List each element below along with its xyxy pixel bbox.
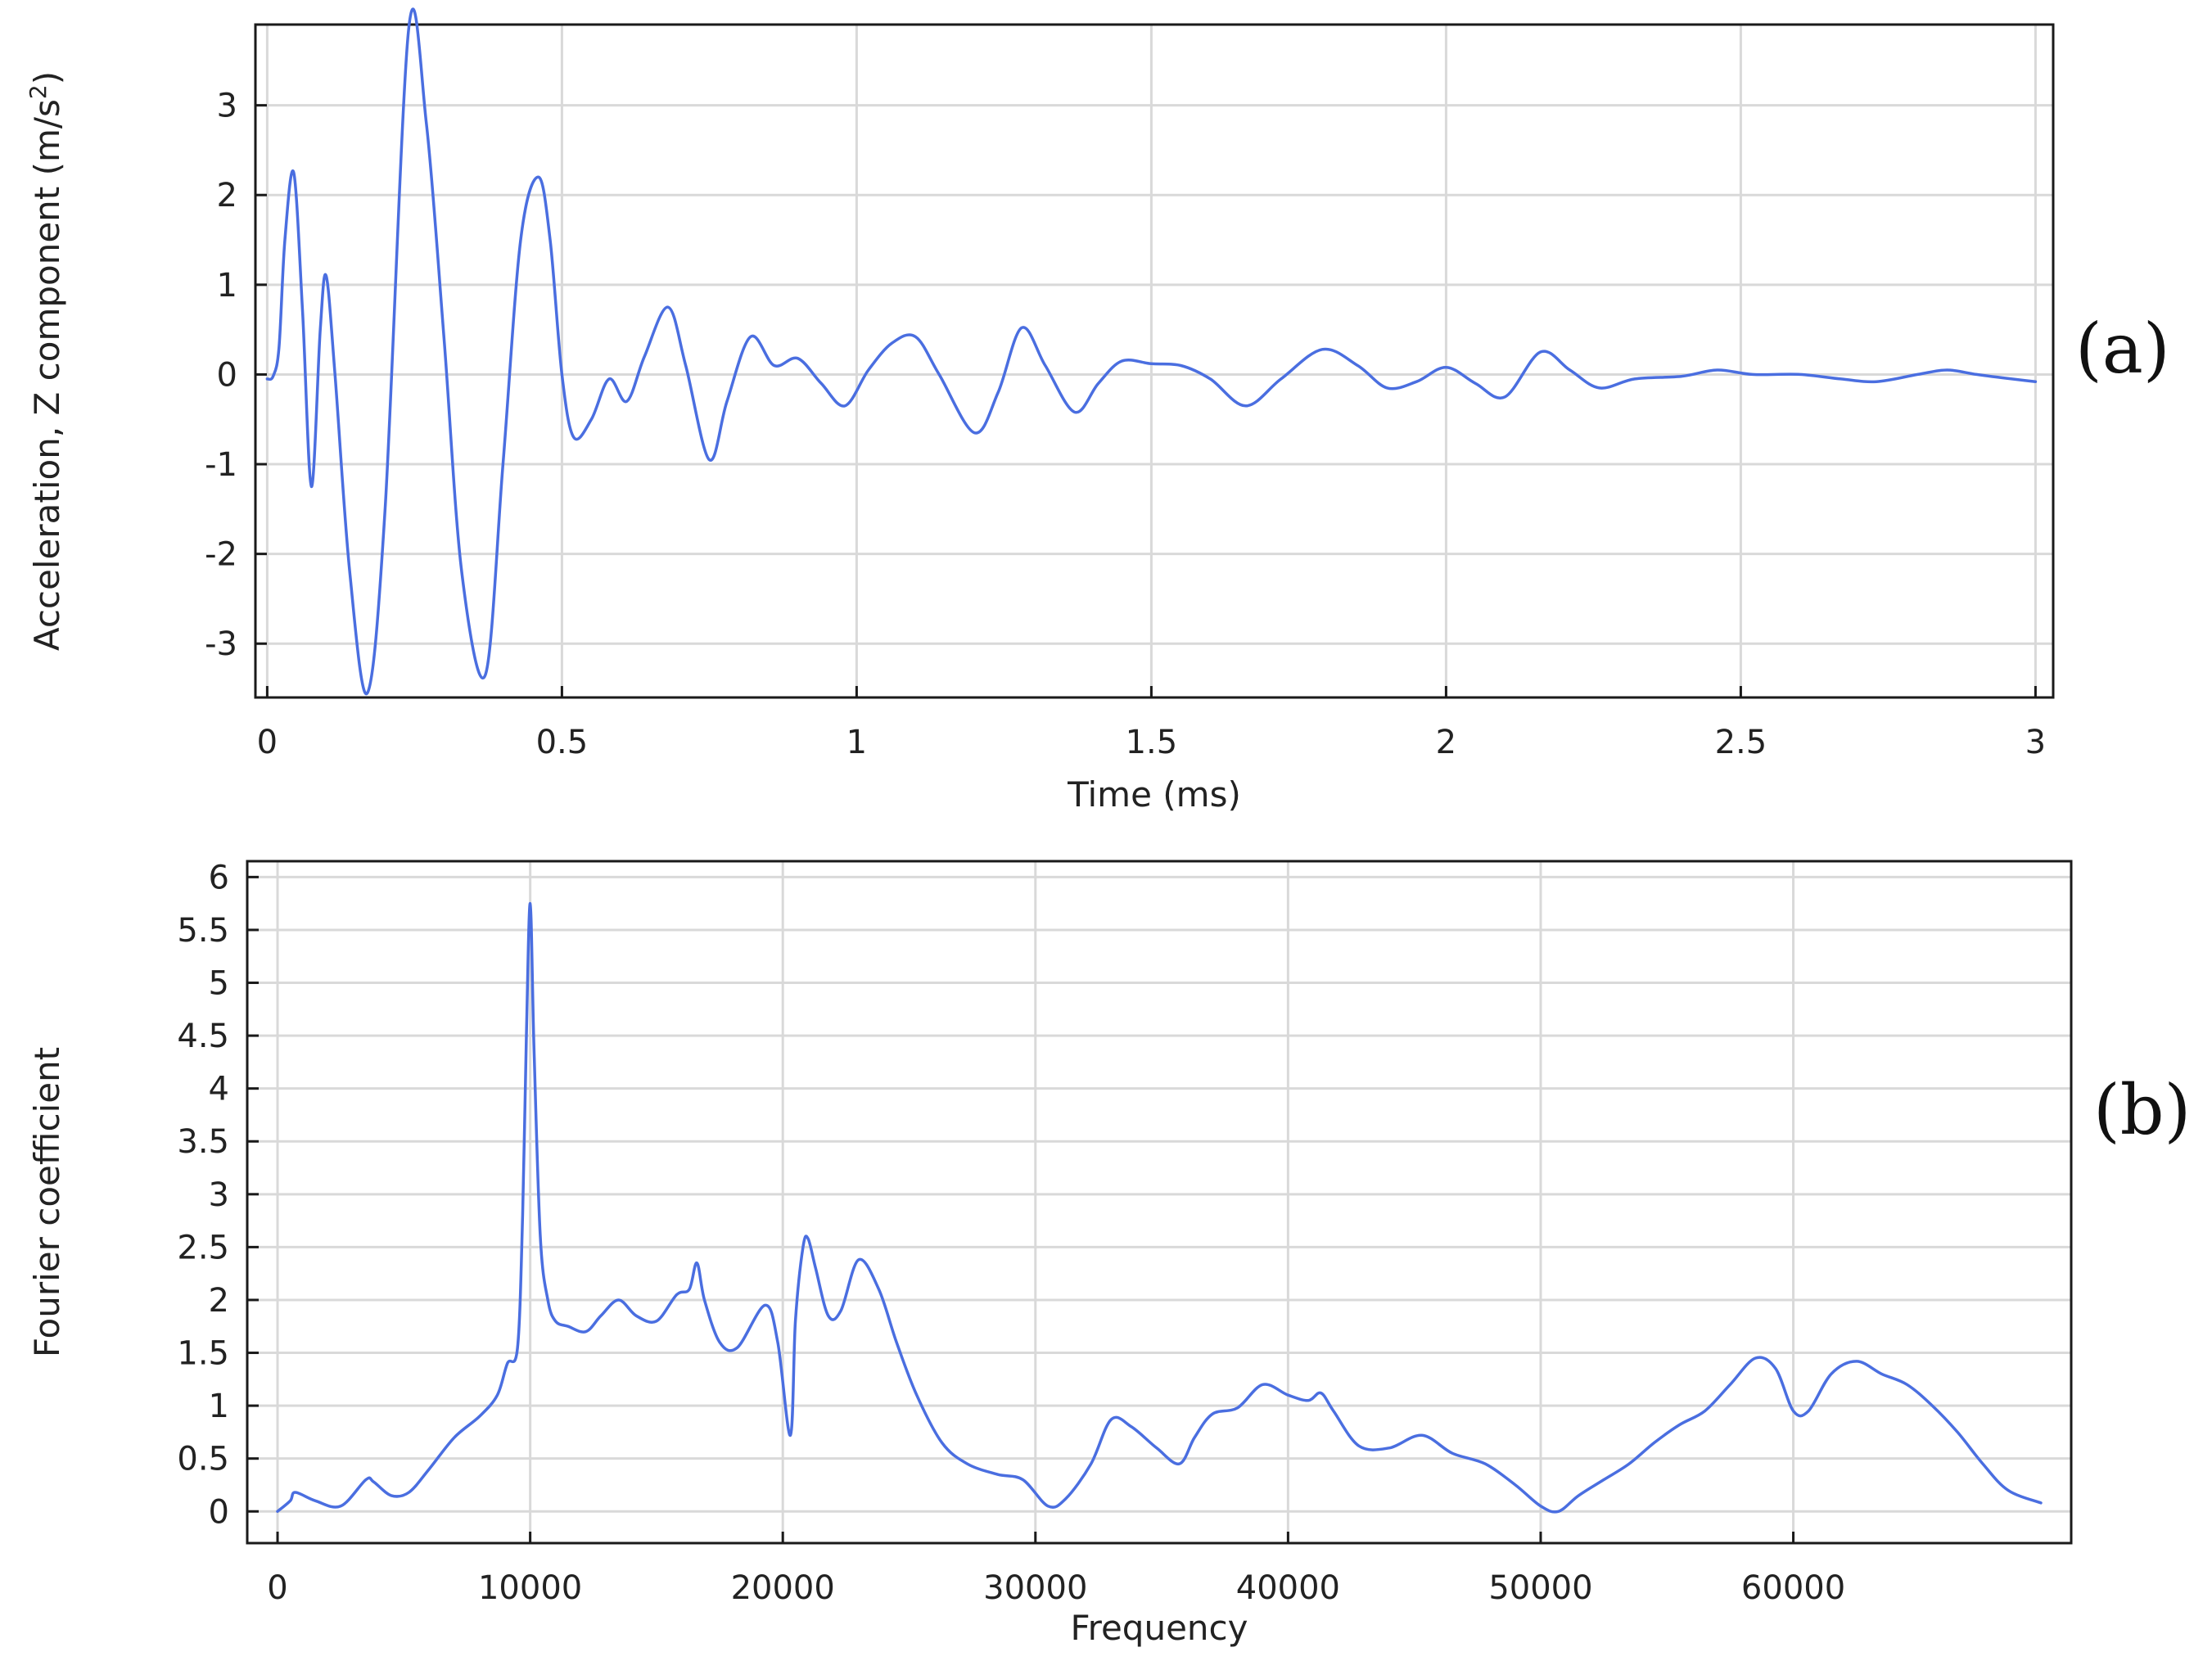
y-tick-label-a: 1: [217, 267, 237, 305]
ticks-b: [247, 875, 1795, 1543]
x-axis-title-a: Time (ms): [1067, 774, 1241, 815]
y-tick-label-a: -1: [205, 446, 237, 484]
y-tick-label-b: 1: [209, 1388, 229, 1425]
y-tick-label-b: 3.5: [177, 1123, 229, 1161]
y-tick-label-b: 4.5: [177, 1018, 229, 1055]
y-tick-label-b: 4: [209, 1071, 229, 1108]
y-tick-label-b: 5: [209, 965, 229, 1003]
x-tick-label-a: 2.5: [1715, 724, 1767, 761]
x-tick-label-b: 40000: [1236, 1569, 1340, 1607]
x-tick-label-a: 1: [846, 724, 867, 761]
y-axis-title-a-end: ): [27, 71, 67, 84]
y-tick-label-a: 3: [217, 88, 237, 125]
chart-panel-b: 0 10000 20000 30000 40000 50000 60000 0 0.5 1 1.5 2…: [27, 859, 2191, 1648]
x-tick-label-b: 50000: [1488, 1569, 1592, 1607]
x-tick-label-a: 0: [257, 724, 278, 761]
y-tick-label-b: 0: [209, 1493, 229, 1531]
chart-panel-a: 0 0.5 1 1.5 2 2.5 3 -3 -2 -1 0 1 2 3 Time (ms) Accele…: [25, 7, 2170, 815]
y-tick-label-b: 0.5: [177, 1441, 229, 1478]
x-tick-label-b: 60000: [1741, 1569, 1845, 1607]
x-tick-label-b: 30000: [983, 1569, 1087, 1607]
y-axis-title-a-sup: 2: [25, 84, 52, 99]
series-line-a: [265, 7, 2038, 696]
y-axis-title-b: Fourier coefficient: [27, 1047, 67, 1357]
x-tick-label-a: 3: [2025, 724, 2046, 761]
grid-b: [247, 861, 2071, 1543]
ticks-a: [255, 104, 2037, 697]
panel-label-a: (a): [2075, 309, 2170, 389]
tick-labels-b: 0 10000 20000 30000 40000 50000 60000 0 0.5 1 1.5 2…: [177, 859, 1845, 1607]
y-tick-label-b: 3: [209, 1176, 229, 1214]
y-tick-label-a: 2: [217, 177, 237, 214]
tick-labels-a: 0 0.5 1 1.5 2 2.5 3 -3 -2 -1 0 1 2 3: [205, 88, 2046, 761]
y-tick-label-a: 0: [217, 356, 237, 394]
x-tick-label-b: 10000: [478, 1569, 582, 1607]
x-axis-title-b: Frequency: [1071, 1608, 1248, 1648]
y-axis-title-a: Acceleration, Z component (m/s2): [25, 71, 68, 651]
y-axis-title-b-main: Fourier coefficient: [27, 1047, 67, 1357]
grid-a: [255, 25, 2053, 697]
x-tick-label-b: 0: [267, 1569, 287, 1607]
y-tick-label-a: -2: [205, 536, 237, 574]
x-tick-label-a: 0.5: [536, 724, 589, 761]
y-tick-label-b: 2: [209, 1282, 229, 1320]
panel-label-b: (b): [2093, 1070, 2191, 1150]
plot-frame-b: [246, 860, 2073, 1545]
plot-frame-a: [254, 23, 2055, 699]
x-tick-label-a: 1.5: [1126, 724, 1178, 761]
y-tick-label-a: -3: [205, 625, 237, 663]
y-tick-label-b: 2.5: [177, 1229, 229, 1266]
y-axis-title-a-main: Acceleration, Z component (m/s: [27, 99, 67, 651]
x-tick-label-b: 20000: [731, 1569, 835, 1607]
series-line-b: [276, 901, 2043, 1514]
y-tick-label-b: 1.5: [177, 1335, 229, 1373]
y-tick-label-b: 6: [209, 859, 229, 896]
x-tick-label-a: 2: [1436, 724, 1456, 761]
y-tick-label-b: 5.5: [177, 912, 229, 950]
